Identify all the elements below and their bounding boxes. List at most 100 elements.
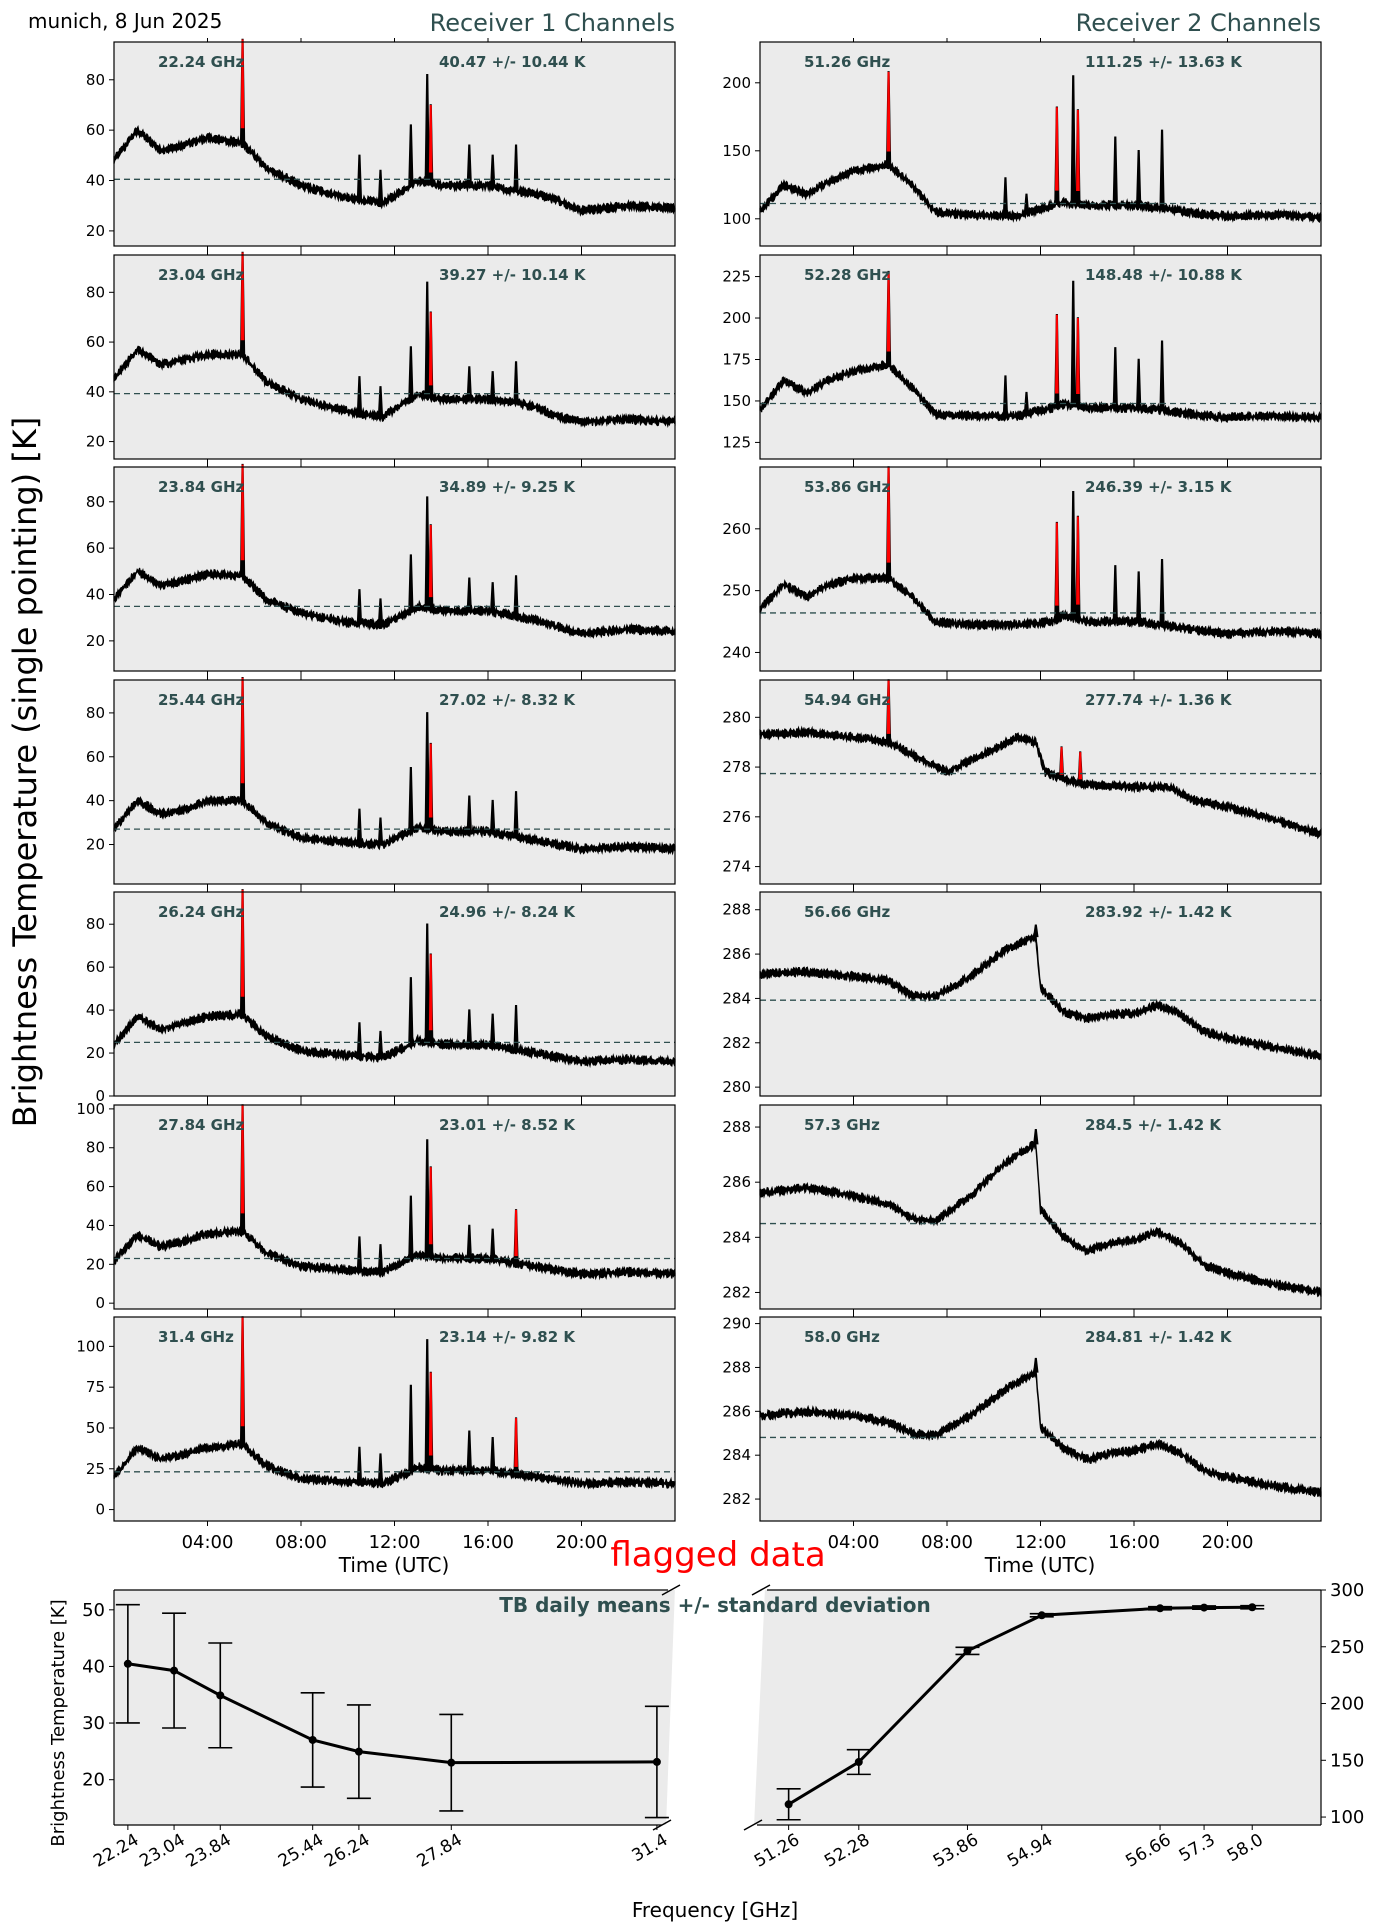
flagged-segment bbox=[428, 1167, 433, 1245]
y-tick-label: 40 bbox=[86, 1001, 105, 1019]
y-tick-label: 250 bbox=[722, 582, 751, 600]
y-tick-label: 286 bbox=[722, 1173, 751, 1191]
y-tick-label: 20 bbox=[86, 836, 105, 854]
spike bbox=[490, 1228, 496, 1261]
frequency-tick-label: 57.3 bbox=[1176, 1830, 1219, 1866]
spike bbox=[513, 1005, 519, 1051]
flagged-segment bbox=[240, 677, 245, 784]
frequency-tick-label: 53.86 bbox=[930, 1830, 982, 1872]
y-tick-label: 288 bbox=[722, 1118, 751, 1136]
spike bbox=[1023, 193, 1030, 214]
flagged-segment bbox=[428, 1372, 433, 1456]
spike bbox=[1159, 340, 1165, 411]
flagged-segment bbox=[886, 71, 891, 152]
y-tick-label: 282 bbox=[722, 1034, 751, 1052]
y-tick-label: 20 bbox=[86, 433, 105, 451]
flagged-segment bbox=[514, 1209, 518, 1257]
flagged-segment bbox=[1055, 522, 1059, 606]
y-tick-label: 284 bbox=[722, 989, 751, 1007]
mean-std-label: 27.02 +/- 8.32 K bbox=[439, 691, 576, 709]
panel-background bbox=[760, 680, 1321, 884]
y-tick-label: 20 bbox=[86, 222, 105, 240]
panel-57.3-ghz: 282 284 286 288 57.3 GHz 284.5 +/- 1.42 K bbox=[722, 1101, 1322, 1314]
spike bbox=[1112, 565, 1118, 623]
summary-ylabel: Brightness Temperature [K] bbox=[48, 1599, 69, 1846]
spike bbox=[1033, 924, 1039, 938]
flagged-segment bbox=[240, 889, 245, 997]
panel-51.26-ghz: 100 150 200 51.26 GHz 111.25 +/- 13.63 K bbox=[722, 38, 1322, 251]
mean-marker bbox=[784, 1800, 793, 1809]
flagged-segment bbox=[1076, 318, 1080, 395]
mean-marker bbox=[963, 1646, 972, 1655]
spike bbox=[1070, 280, 1076, 407]
frequency-tick-label: 31.4 bbox=[629, 1830, 672, 1866]
flagged-segment bbox=[428, 104, 433, 173]
spike bbox=[424, 1139, 430, 1257]
panel-background bbox=[114, 1317, 675, 1521]
spike bbox=[356, 808, 363, 844]
panel-background bbox=[114, 680, 675, 884]
y-tick-label: 286 bbox=[722, 945, 751, 963]
y-tick-label: 60 bbox=[86, 748, 105, 766]
mean-marker bbox=[216, 1691, 225, 1700]
panel-background bbox=[760, 467, 1321, 671]
panel-background bbox=[760, 892, 1321, 1096]
y-tick-label: 40 bbox=[82, 1656, 105, 1677]
y-tick-label: 280 bbox=[722, 708, 751, 726]
y-tick-label: 150 bbox=[1330, 1750, 1364, 1771]
flagged-segment bbox=[428, 954, 433, 1031]
y-tick-label: 250 bbox=[1330, 1637, 1364, 1658]
spike bbox=[1033, 1129, 1039, 1145]
panel-background bbox=[114, 467, 675, 671]
y-tick-label: 75 bbox=[86, 1378, 105, 1396]
y-tick-label: 282 bbox=[722, 1490, 751, 1508]
axis-break-mark bbox=[751, 1584, 771, 1596]
spike bbox=[356, 154, 363, 201]
y-tick-label: 30 bbox=[82, 1713, 105, 1734]
spike bbox=[408, 766, 414, 832]
panel-23.04-ghz: 20 40 60 80 23.04 GHz 39.27 +/- 10.14 K bbox=[86, 251, 676, 464]
y-tick-label: 288 bbox=[722, 901, 751, 919]
time-xlabel-receiver1: Time (UTC) bbox=[338, 1553, 450, 1577]
y-tick-label: 260 bbox=[722, 520, 751, 538]
spike bbox=[490, 1013, 496, 1047]
spike bbox=[513, 575, 519, 618]
location-date: munich, 8 Jun 2025 bbox=[28, 9, 222, 33]
y-tick-label: 290 bbox=[722, 1315, 751, 1333]
y-tick-label: 20 bbox=[82, 1770, 105, 1791]
y-tick-label: 225 bbox=[722, 268, 751, 286]
flagged-segment bbox=[1059, 747, 1064, 775]
spike bbox=[490, 154, 496, 188]
frequency-tick-label: 56.66 bbox=[1122, 1830, 1174, 1872]
y-tick-label: 20 bbox=[86, 632, 105, 650]
y-tick-label: 200 bbox=[1330, 1694, 1364, 1715]
spike bbox=[408, 124, 414, 186]
mean-std-label: 23.01 +/- 8.52 K bbox=[439, 1116, 576, 1134]
spike bbox=[466, 577, 472, 612]
frequency-label: 31.4 GHz bbox=[158, 1328, 234, 1346]
frequency-label: 25.44 GHz bbox=[158, 691, 245, 709]
mean-std-label: 24.96 +/- 8.24 K bbox=[439, 903, 576, 921]
y-tick-label: 284 bbox=[722, 1446, 751, 1464]
y-tick-label: 100 bbox=[76, 1337, 105, 1355]
mean-std-label: 283.92 +/- 1.42 K bbox=[1085, 903, 1233, 921]
y-tick-label: 175 bbox=[722, 350, 751, 368]
spike bbox=[1159, 129, 1165, 210]
mean-std-label: 277.74 +/- 1.36 K bbox=[1085, 691, 1233, 709]
spike bbox=[377, 169, 384, 204]
spike bbox=[356, 1446, 363, 1484]
spike bbox=[408, 346, 414, 400]
flagged-segment bbox=[240, 252, 245, 341]
mean-std-label: 39.27 +/- 10.14 K bbox=[439, 266, 587, 284]
flagged-segment bbox=[1076, 109, 1080, 191]
flagged-segment bbox=[428, 312, 433, 386]
spike bbox=[513, 144, 519, 192]
flagged-segment bbox=[514, 1418, 518, 1467]
y-tick-label: 80 bbox=[86, 71, 105, 89]
spike bbox=[490, 799, 496, 833]
panel-53.86-ghz: 240 250 260 53.86 GHz 246.39 +/- 3.15 K bbox=[722, 463, 1322, 676]
mean-marker bbox=[354, 1747, 363, 1756]
y-tick-label: 50 bbox=[82, 1600, 105, 1621]
spike bbox=[377, 1453, 384, 1485]
spike bbox=[408, 554, 414, 612]
